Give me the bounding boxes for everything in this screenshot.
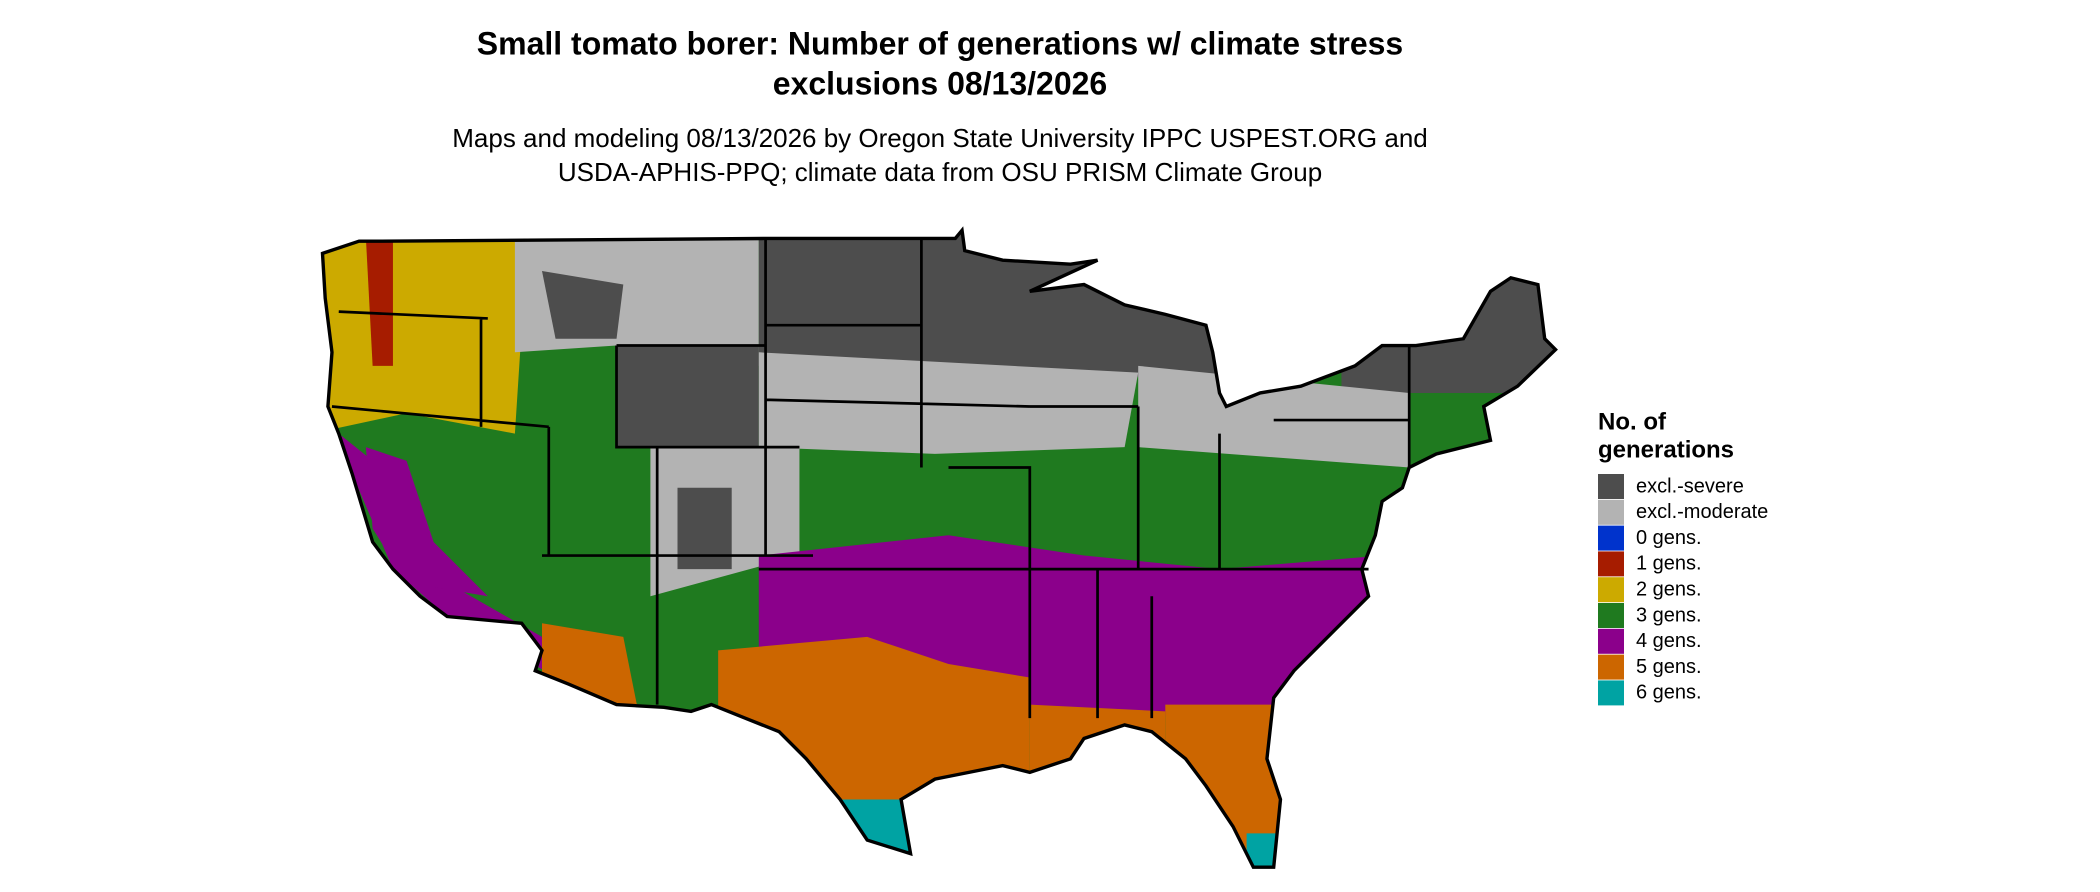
map (320, 228, 1558, 869)
legend-label: 0 gens. (1636, 527, 1702, 549)
legend-swatch (1598, 628, 1624, 654)
state-borders (331, 238, 1411, 719)
legend-swatch (1598, 499, 1624, 525)
map-regions (322, 230, 1556, 868)
legend-swatch (1598, 525, 1624, 551)
legend-label: 1 gens. (1636, 553, 1702, 575)
legend-label: 6 gens. (1636, 682, 1702, 704)
legend-swatch (1598, 474, 1624, 499)
legend-label: 2 gens. (1636, 578, 1702, 600)
legend-label: 3 gens. (1636, 604, 1702, 626)
title-line: Small tomato borer: Number of generation… (477, 25, 1403, 61)
legend-label: excl.-severe (1636, 475, 1744, 497)
legend-title: generations (1598, 436, 1734, 463)
legend-swatch (1598, 654, 1624, 680)
legend-label: excl.-moderate (1636, 501, 1768, 523)
legend: No. of generations excl.-severe excl.-mod… (1598, 408, 1768, 706)
legend-swatch (1598, 680, 1624, 706)
legend-label: 5 gens. (1636, 656, 1702, 678)
legend-label: 4 gens. (1636, 630, 1702, 652)
title-line: exclusions 08/13/2026 (773, 65, 1107, 101)
legend-swatch (1598, 551, 1624, 577)
subtitle-line: USDA-APHIS-PPQ; climate data from OSU PR… (558, 157, 1322, 187)
legend-swatch (1598, 577, 1624, 603)
legend-title: No. of (1598, 408, 1667, 435)
legend-swatch (1598, 603, 1624, 628)
subtitle-line: Maps and modeling 08/13/2026 by Oregon S… (452, 123, 1428, 153)
